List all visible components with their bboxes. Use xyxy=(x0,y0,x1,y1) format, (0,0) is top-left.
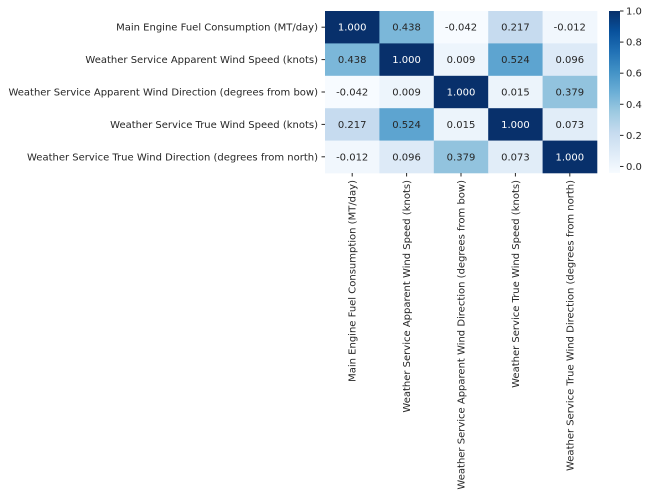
cell-value-label: 1.000 xyxy=(501,120,530,131)
cell-value-label: 0.009 xyxy=(447,55,476,66)
cell-value-label: 0.217 xyxy=(501,23,530,34)
heatmap-cell xyxy=(542,11,598,44)
row-label: Main Engine Fuel Consumption (MT/day) xyxy=(116,23,318,34)
heatmap-cell xyxy=(542,75,598,109)
column-label: Weather Service Apparent Wind Speed (kno… xyxy=(402,180,413,413)
cell-value-label: 0.073 xyxy=(555,120,584,131)
cell-value-label: 0.096 xyxy=(555,55,584,66)
heatmap-cell xyxy=(542,108,598,141)
row-labels: Main Engine Fuel Consumption (MT/day) Wea… xyxy=(8,23,325,163)
cell-value-label: 0.009 xyxy=(392,88,421,99)
row-label: Weather Service Apparent Wind Speed (kno… xyxy=(85,55,318,66)
cell-value-label: 0.073 xyxy=(501,152,530,163)
row-label: Weather Service True Wind Direction (deg… xyxy=(27,152,318,163)
row-label: Weather Service Apparent Wind Direction … xyxy=(8,88,318,99)
colorbar-gradient xyxy=(609,11,620,173)
column-label: Weather Service True Wind Direction (deg… xyxy=(565,180,576,471)
heatmap-cell xyxy=(325,75,380,109)
cell-value-label: -0.042 xyxy=(336,88,368,99)
heatmap-cell xyxy=(488,11,543,44)
heatmap-cell xyxy=(488,75,543,109)
heatmap-cell xyxy=(433,75,489,109)
heatmap-cell xyxy=(325,11,380,44)
heatmap-cell xyxy=(379,43,435,77)
cell-value-label: 1.000 xyxy=(555,152,584,163)
heatmap-cell xyxy=(325,140,380,174)
heatmap-cell xyxy=(488,140,543,174)
cell-value-label: 1.000 xyxy=(447,88,476,99)
heatmap-cell xyxy=(379,75,435,109)
colorbar-tick-label: 0.2 xyxy=(626,131,642,142)
colorbar-tick-label: 0.4 xyxy=(626,100,642,111)
colorbar: 0.0 0.2 0.4 0.6 0.8 1.0 xyxy=(609,7,642,173)
heatmap-cell xyxy=(379,11,435,44)
column-label: Main Engine Fuel Consumption (MT/day) xyxy=(348,180,359,382)
cell-value-label: 0.015 xyxy=(501,88,530,99)
colorbar-tick-label: 0.0 xyxy=(626,162,642,173)
column-label: Weather Service True Wind Speed (knots) xyxy=(511,180,522,388)
heatmap-cells: 1.000 0.438 -0.042 0.217 -0.012 0.438 1.000 0.0… xyxy=(325,11,598,174)
heatmap-cell xyxy=(542,140,598,174)
cell-value-label: -0.042 xyxy=(445,23,477,34)
cell-value-label: 0.438 xyxy=(338,55,367,66)
colorbar-tick-label: 0.8 xyxy=(626,38,642,49)
heatmap-cell xyxy=(433,43,489,77)
heatmap-cell xyxy=(433,11,489,44)
heatmap-cell xyxy=(325,108,380,141)
cell-value-label: -0.012 xyxy=(554,23,586,34)
cell-value-label: 1.000 xyxy=(338,23,367,34)
cell-value-label: 0.524 xyxy=(392,120,421,131)
heatmap-cell xyxy=(488,108,543,141)
cell-value-label: -0.012 xyxy=(336,152,368,163)
colorbar-tick-label: 1.0 xyxy=(626,7,642,18)
heatmap-cell xyxy=(433,108,489,141)
heatmap-cell xyxy=(433,140,489,174)
heatmap-cell xyxy=(325,43,380,77)
cell-value-label: 1.000 xyxy=(392,55,421,66)
cell-value-label: 0.379 xyxy=(447,152,476,163)
row-label: Weather Service True Wind Speed (knots) xyxy=(110,120,318,131)
column-labels: Main Engine Fuel Consumption (MT/day) Wea… xyxy=(348,173,576,490)
cell-value-label: 0.015 xyxy=(447,120,476,131)
colorbar-tick-label: 0.6 xyxy=(626,69,642,80)
cell-value-label: 0.379 xyxy=(555,88,584,99)
cell-value-label: 0.524 xyxy=(501,55,530,66)
heatmap-cell xyxy=(379,108,435,141)
cell-value-label: 0.217 xyxy=(338,120,367,131)
heatmap-cell xyxy=(542,43,598,77)
column-label: Weather Service Apparent Wind Direction … xyxy=(457,180,468,490)
cell-value-label: 0.096 xyxy=(392,152,421,163)
heatmap-cell xyxy=(488,43,543,77)
heatmap-cell xyxy=(379,140,435,174)
cell-value-label: 0.438 xyxy=(392,23,421,34)
